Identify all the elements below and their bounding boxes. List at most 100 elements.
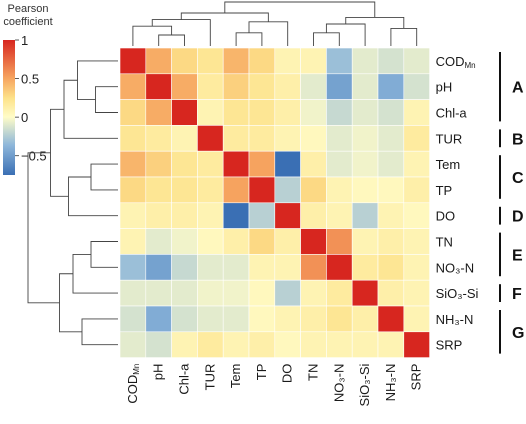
heatmap-cell (377, 202, 405, 229)
heatmap-cell (377, 254, 405, 281)
heatmap-cell (248, 331, 276, 358)
legend-tick-label: 0.5 (21, 72, 39, 87)
row-label: TP (436, 183, 453, 198)
heatmap-cell (222, 47, 250, 75)
heatmap-cell (222, 99, 250, 126)
heatmap-cell (119, 99, 147, 126)
column-dendrogram (132, 1, 418, 46)
heatmap-cell (274, 254, 301, 281)
row-label: NH₃-N (436, 312, 474, 327)
row-label: CODMn (436, 54, 476, 70)
heatmap-cell (248, 305, 276, 333)
heatmap-cell (248, 279, 276, 307)
heatmap-cell (197, 279, 224, 307)
heatmap-cell (248, 150, 276, 178)
heatmap-cell (119, 331, 147, 358)
heatmap-cell (119, 176, 147, 204)
heatmap-cell (145, 254, 172, 281)
heatmap-cell (377, 176, 405, 204)
group-label: G (512, 325, 524, 342)
heatmap-cell (197, 176, 224, 204)
heatmap-cell (171, 254, 198, 281)
heatmap-cell (274, 150, 301, 178)
heatmap-cell (248, 202, 276, 229)
color-legend: Pearson coefficient 1 0.5 0 −0.5 (3, 3, 53, 175)
heatmap-cell (326, 99, 353, 126)
heatmap-cell (377, 279, 405, 307)
heatmap-cell (300, 305, 327, 333)
heatmap-cell (274, 99, 301, 126)
row-labels: CODMn pH Chl-a TUR Tem TP DO TN NO₃-N SiO₃-Si NH₃-… (436, 54, 479, 353)
legend-tick-label: 0 (21, 110, 28, 125)
heatmap-cell (377, 125, 405, 152)
column-label: TN (306, 364, 321, 381)
dendrogram-link (248, 21, 289, 46)
row-label: SRP (436, 338, 463, 353)
heatmap-cell (222, 305, 250, 333)
heatmap-cell (377, 47, 405, 75)
heatmap-cell (197, 99, 224, 126)
heatmap-cell (119, 150, 147, 178)
column-labels: CODMn pH Chl-a TUR Tem TP DO TN NO₃-N SiO₃-Si NH₃-… (125, 363, 424, 407)
heatmap-cell (119, 47, 147, 75)
heatmap-cell (145, 202, 172, 229)
row-label: TN (436, 235, 453, 250)
dendrogram-link (50, 108, 69, 197)
heatmap-cell (351, 176, 379, 204)
heatmap-cell (274, 305, 301, 333)
heatmap-cell (326, 202, 353, 229)
row-label: NO₃-N (436, 260, 475, 275)
dendrogram-link (63, 79, 118, 139)
heatmap-cell (326, 228, 353, 255)
heatmap-cell (351, 254, 379, 281)
heatmap-cell (171, 228, 198, 255)
heatmap-cell (326, 279, 353, 307)
legend-color-bar (3, 40, 15, 175)
dendrogram-link (81, 318, 118, 346)
heatmap-cell (351, 150, 379, 178)
group-label: E (512, 247, 523, 264)
heatmap-cell (222, 254, 250, 281)
heatmap-cell (300, 99, 327, 126)
column-label: pH (151, 364, 166, 381)
heatmap-cell (171, 47, 198, 75)
heatmap-cell (248, 125, 276, 152)
heatmap-cell (119, 228, 147, 255)
heatmap-cell (248, 47, 276, 75)
heatmap-cell (197, 47, 224, 75)
heatmap-cell (351, 99, 379, 126)
dendrogram-link (158, 34, 185, 46)
heatmap-cell (403, 73, 430, 100)
legend-tick-label: −0.5 (21, 149, 47, 164)
heatmap-cell (248, 99, 276, 126)
column-label: TP (254, 364, 269, 381)
heatmap-cell (197, 125, 224, 152)
heatmap-cell (171, 279, 198, 307)
dendrogram-link (345, 16, 405, 29)
heatmap-cell (403, 150, 430, 178)
legend-ticks: 1 0.5 0 −0.5 (15, 33, 47, 164)
column-label: SiO₃-Si (357, 363, 372, 406)
heatmap-cell (326, 254, 353, 281)
row-label: Chl-a (436, 106, 468, 121)
heatmap-cell (403, 331, 430, 358)
heatmap-cell (351, 47, 379, 75)
dendrogram-link (235, 32, 263, 46)
heatmap-cell (351, 125, 379, 152)
dendrogram-link (390, 27, 418, 46)
dendrogram-link (90, 241, 118, 268)
heatmap-cell (197, 305, 224, 333)
heatmap-cell (403, 202, 430, 229)
column-label: Tem (228, 364, 243, 389)
row-dendrogram (27, 60, 118, 346)
group-label: F (512, 286, 522, 303)
heatmap-cell (248, 254, 276, 281)
heatmap-cell (300, 279, 327, 307)
heatmap-cell (119, 73, 147, 100)
dendrogram-link (132, 25, 173, 46)
heatmap-cell (145, 73, 172, 100)
heatmap-cell (351, 279, 379, 307)
heatmap-cell (300, 228, 327, 255)
row-label: Tem (436, 157, 461, 172)
dendrogram-link (90, 163, 118, 191)
